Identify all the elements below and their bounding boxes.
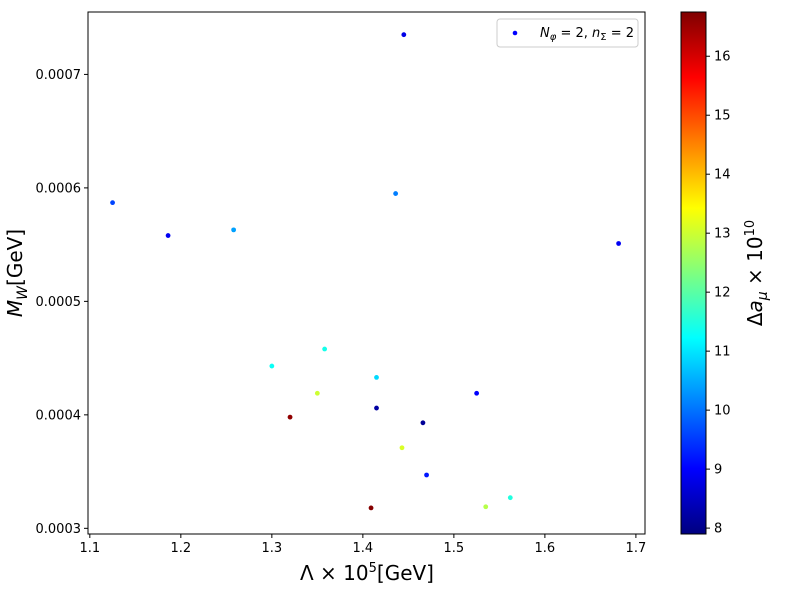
scatter-point	[374, 405, 379, 411]
scatter-point	[424, 472, 429, 478]
legend-marker	[512, 30, 518, 36]
colorbar-tick-label: 16	[714, 50, 731, 65]
colorbar-tick-label: 14	[714, 168, 731, 183]
scatter-point	[368, 505, 374, 511]
x-axis-label: Λ × 105[GeV]	[300, 561, 434, 585]
colorbar-tick-label: 12	[714, 286, 731, 301]
scatter-point	[314, 390, 320, 396]
y-tick-label: 0.0004	[36, 408, 82, 423]
scatter-point	[322, 346, 328, 352]
scatter-point	[420, 420, 426, 426]
scatter-point	[393, 191, 399, 196]
plot-area	[87, 11, 646, 535]
x-tick-label: 1.1	[79, 541, 100, 556]
x-tick-label: 1.4	[353, 541, 374, 556]
scatter-point	[165, 233, 171, 238]
x-tick-label: 1.6	[535, 541, 556, 556]
scatter-point	[231, 227, 237, 233]
colorbar-ticks: 8 9 10 11 12 13 14 15 16	[706, 50, 731, 537]
colorbar-tick-label: 15	[714, 109, 731, 124]
scatter-point	[374, 375, 379, 380]
scatter-point	[474, 390, 480, 396]
scatter-point	[401, 32, 407, 38]
y-axis-label: MW[GeV]	[3, 229, 31, 317]
scatter-point	[399, 445, 405, 451]
scatter-point	[507, 495, 513, 501]
x-tick-label: 1.5	[444, 541, 465, 556]
colorbar-label: Δaμ × 1010	[743, 220, 771, 326]
y-tick-label: 0.0003	[36, 522, 82, 537]
colorbar-tick-label: 13	[714, 227, 731, 242]
scatter-point	[287, 414, 293, 420]
colorbar	[680, 11, 707, 535]
scatter-point	[269, 363, 275, 369]
x-tick-label: 1.3	[262, 541, 283, 556]
x-tick-label: 1.7	[626, 541, 647, 556]
x-axis-ticks: 1.1 1.2 1.3 1.4 1.5 1.6 1.7	[79, 534, 646, 556]
scatter-point	[616, 241, 622, 246]
y-axis-ticks: 0.0003 0.0004 0.0005 0.0006 0.0007	[36, 68, 88, 537]
scatter-point	[483, 504, 489, 510]
data-points	[110, 32, 622, 511]
y-tick-label: 0.0007	[36, 68, 82, 83]
legend: Nφ = 2, nΣ = 2	[496, 18, 639, 48]
legend-label: Nφ = 2, nΣ = 2	[540, 26, 634, 43]
y-tick-label: 0.0006	[36, 181, 82, 196]
colorbar-tick-label: 9	[714, 463, 722, 478]
colorbar-tick-label: 8	[714, 522, 722, 537]
legend-box	[496, 18, 639, 48]
scatter-point	[110, 200, 115, 206]
colorbar-tick-label: 11	[714, 345, 731, 360]
colorbar-tick-label: 10	[714, 404, 731, 419]
y-tick-label: 0.0005	[36, 295, 82, 310]
x-tick-label: 1.2	[170, 541, 191, 556]
